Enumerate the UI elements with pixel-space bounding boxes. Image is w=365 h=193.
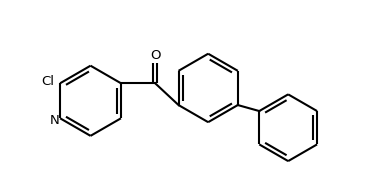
Text: Cl: Cl bbox=[42, 75, 55, 88]
Text: O: O bbox=[150, 49, 160, 62]
Text: N: N bbox=[50, 114, 60, 127]
